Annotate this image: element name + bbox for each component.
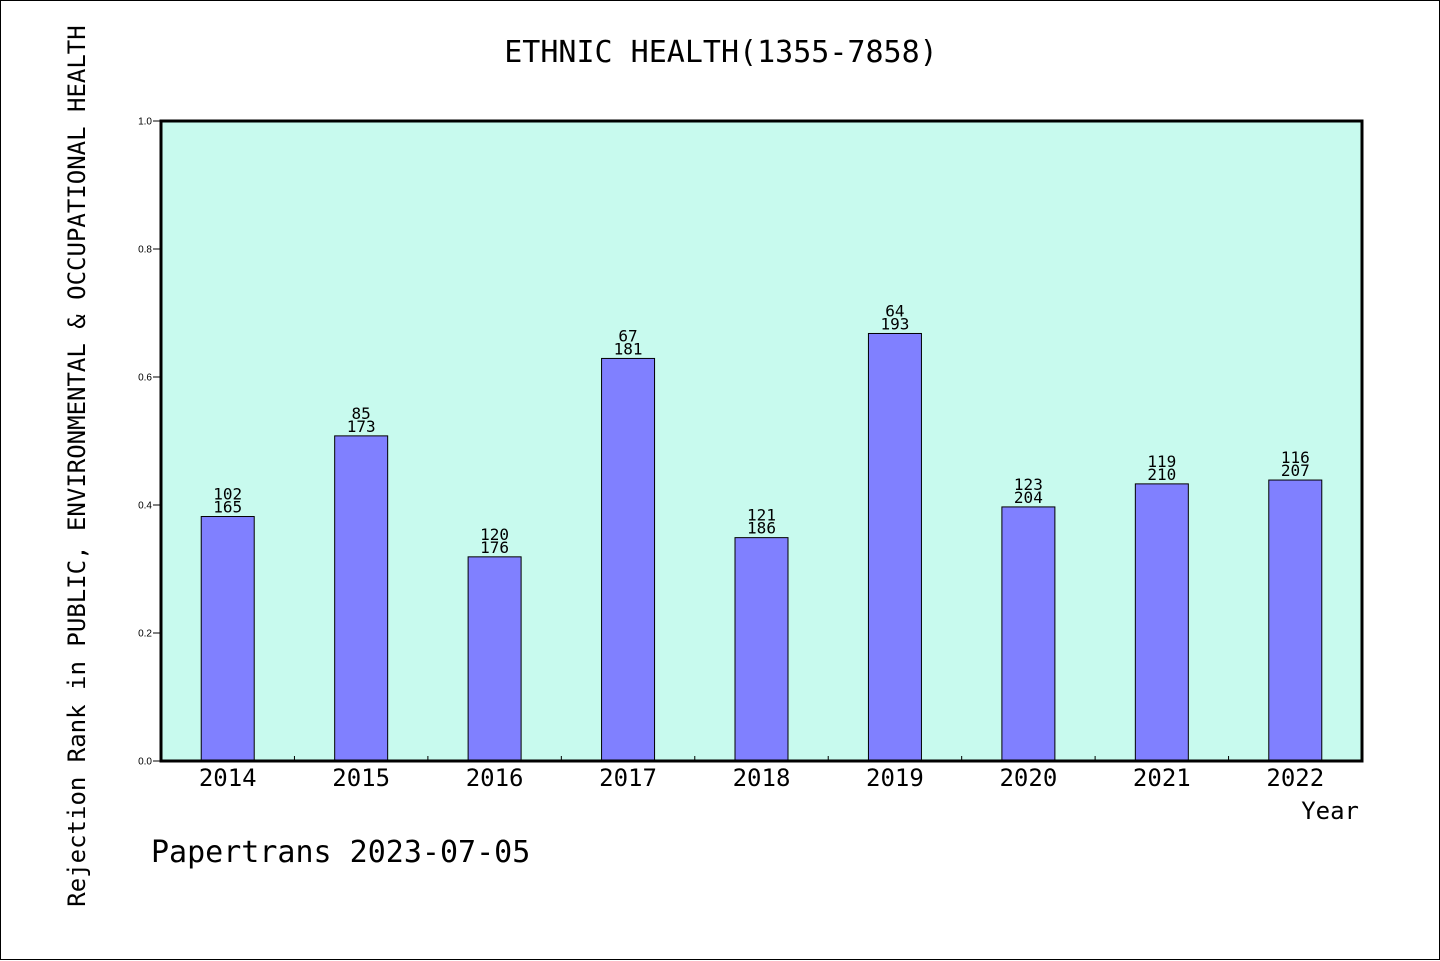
bar-total-label: 176 — [480, 538, 509, 557]
bar — [867, 332, 922, 762]
bar — [334, 435, 389, 762]
bar — [734, 537, 789, 762]
bar-total-label: 204 — [1014, 488, 1043, 507]
bar-total-label: 186 — [747, 519, 776, 538]
footer-credit: Papertrans 2023-07-05 — [151, 835, 531, 870]
bar-rank-label: 64 — [885, 301, 904, 320]
bar — [1001, 506, 1056, 762]
x-tick-label: 2018 — [733, 764, 791, 792]
bar — [200, 516, 255, 762]
chart-title: ETHNIC HEALTH(1355-7858) — [504, 35, 938, 70]
bar-rank-label: 116 — [1281, 448, 1310, 467]
bar-rank-label: 119 — [1147, 452, 1176, 471]
bar-total-label: 165 — [213, 498, 242, 517]
bar — [467, 556, 522, 762]
bar-rank-label: 67 — [618, 326, 637, 345]
bar-rank-label: 102 — [213, 485, 242, 504]
bar-total-label: 173 — [347, 417, 376, 436]
x-tick-label: 2021 — [1133, 764, 1191, 792]
ticks-group: 0.0 0.2 0.4 0.6 0.8 1.0 2014 2015 2016 2017 2018 20… — [138, 117, 1324, 793]
x-tick-label: 2017 — [599, 764, 657, 792]
y-tick-label: 0.0 — [138, 757, 152, 768]
x-tick-label: 2020 — [999, 764, 1057, 792]
x-tick-label: 2022 — [1266, 764, 1324, 792]
x-tick-label: 2016 — [466, 764, 524, 792]
y-tick-label: 1.0 — [138, 117, 152, 128]
bar — [601, 357, 656, 762]
y-tick-label: 0.4 — [138, 501, 152, 512]
bar-rank-label: 121 — [747, 506, 776, 525]
bar — [1134, 483, 1189, 762]
bar-rank-label: 123 — [1014, 475, 1043, 494]
bar-rank-label: 85 — [352, 404, 371, 423]
bar-total-label: 210 — [1147, 465, 1176, 484]
x-tick-label: 2019 — [866, 764, 924, 792]
bar-total-label: 193 — [880, 314, 909, 333]
x-axis-label: Year — [1301, 797, 1359, 825]
y-tick-label: 0.6 — [138, 373, 152, 384]
bar — [1268, 479, 1323, 762]
y-tick-label: 0.8 — [138, 245, 152, 256]
bar-total-label: 207 — [1281, 461, 1310, 480]
y-tick-label: 0.2 — [138, 629, 152, 640]
x-tick-label: 2015 — [332, 764, 390, 792]
bar-rank-label: 120 — [480, 525, 509, 544]
plot-border — [159, 119, 1364, 763]
x-tick-label: 2014 — [199, 764, 257, 792]
bar-total-label: 181 — [614, 339, 643, 358]
